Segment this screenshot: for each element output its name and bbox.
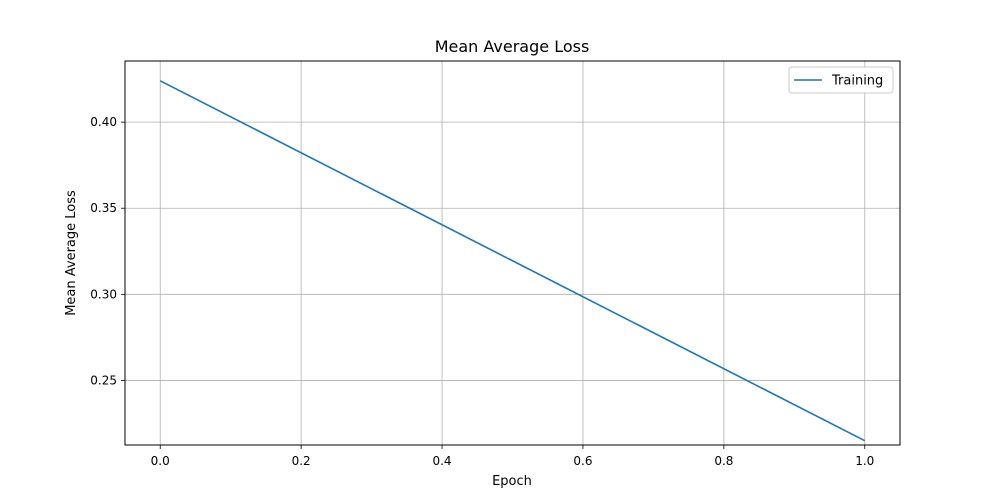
y-axis: 0.25 0.30 0.35 0.40: [90, 115, 125, 387]
y-tick-label: 0.30: [90, 287, 117, 301]
y-tick-label: 0.35: [90, 201, 117, 215]
series-line-training: [159, 80, 866, 442]
x-axis-title: Epoch: [492, 474, 532, 489]
x-tick-label: 0.0: [151, 454, 170, 468]
grid: [125, 61, 900, 445]
plot-frame: [124, 60, 901, 446]
legend: Training: [788, 66, 894, 94]
x-tick-label: 0.4: [432, 454, 451, 468]
x-tick-label: 0.2: [292, 454, 311, 468]
chart-title: Mean Average Loss: [435, 37, 590, 56]
y-tick-label: 0.40: [90, 115, 117, 129]
x-tick-label: 1.0: [855, 454, 874, 468]
y-axis-title: Mean Average Loss: [64, 190, 79, 316]
legend-label: Training: [831, 74, 883, 89]
x-tick-label: 0.8: [714, 454, 733, 468]
legend-box: [788, 66, 894, 94]
y-tick-label: 0.25: [90, 373, 117, 387]
x-tick-label: 0.6: [573, 454, 592, 468]
x-axis: 0.0 0.2 0.4 0.6 0.8 1.0: [151, 445, 874, 468]
series-layer: [159, 80, 866, 442]
